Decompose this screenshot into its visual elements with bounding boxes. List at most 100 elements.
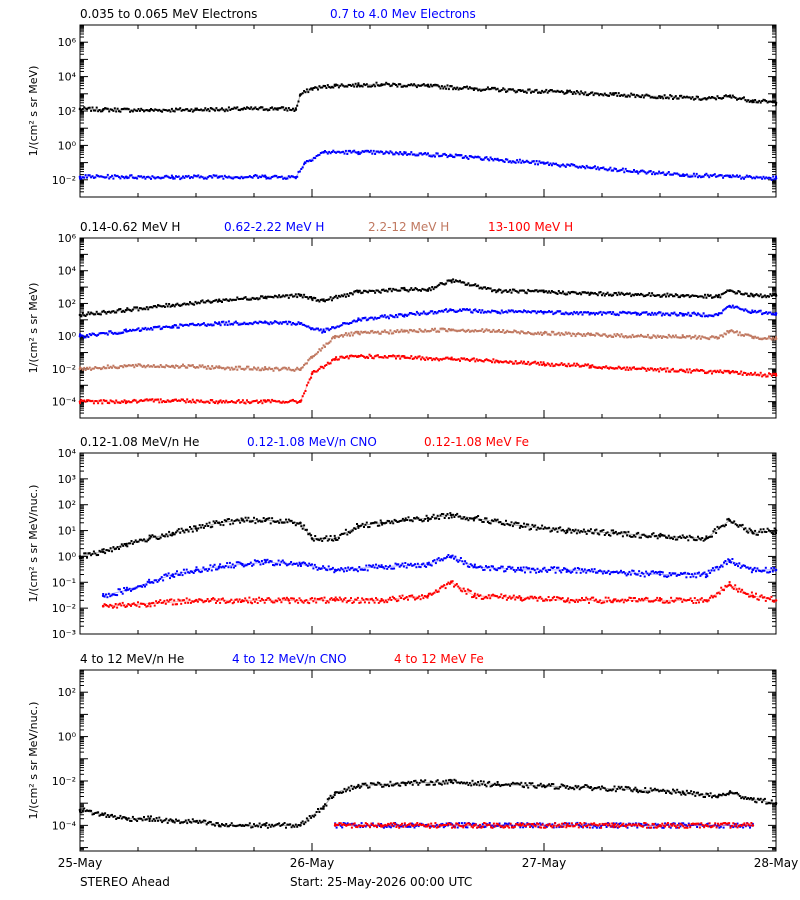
data-point — [697, 336, 699, 339]
data-point — [507, 330, 510, 333]
data-point — [567, 527, 570, 530]
data-point — [282, 366, 285, 369]
data-point — [403, 519, 407, 522]
data-point — [134, 176, 137, 179]
data-point — [691, 294, 694, 297]
data-point — [111, 400, 113, 403]
data-point — [699, 538, 702, 541]
data-point — [747, 531, 750, 534]
data-point — [380, 564, 383, 567]
data-point — [557, 90, 560, 93]
data-point — [145, 328, 148, 331]
data-point — [485, 328, 488, 331]
data-point — [764, 566, 767, 569]
data-point — [91, 312, 94, 315]
data-point — [318, 598, 320, 601]
data-point — [495, 519, 498, 522]
data-point — [219, 366, 222, 369]
data-point — [125, 330, 128, 333]
data-point — [322, 330, 325, 333]
data-point — [103, 603, 106, 606]
data-point — [329, 568, 332, 571]
data-point — [745, 309, 748, 312]
data-point — [400, 85, 403, 88]
data-point — [326, 342, 329, 345]
data-point — [653, 535, 656, 538]
data-point — [553, 291, 556, 294]
data-point — [601, 367, 603, 370]
data-point — [584, 530, 587, 533]
data-point — [652, 334, 655, 337]
data-point — [649, 294, 652, 297]
data-point — [90, 554, 93, 557]
data-point — [599, 310, 602, 313]
data-point — [415, 310, 418, 313]
data-point — [134, 109, 137, 112]
data-point — [262, 517, 265, 519]
data-point — [118, 548, 120, 550]
data-point — [616, 94, 619, 97]
data-point — [162, 535, 165, 537]
data-point — [577, 313, 580, 316]
data-point — [290, 399, 293, 402]
data-point — [357, 82, 360, 85]
data-point — [211, 324, 214, 327]
data-point — [180, 527, 183, 530]
data-point — [553, 312, 556, 315]
data-point — [123, 587, 126, 589]
data-point — [294, 400, 297, 403]
data-point — [198, 524, 201, 527]
data-point — [243, 176, 246, 179]
data-point — [148, 306, 151, 309]
data-point — [195, 324, 198, 327]
data-point — [596, 571, 599, 574]
data-point — [418, 152, 421, 155]
data-point — [564, 567, 567, 570]
data-point — [173, 305, 176, 308]
data-point — [233, 520, 236, 522]
data-point — [466, 308, 468, 311]
data-point — [308, 357, 311, 360]
data-point — [635, 94, 638, 97]
data-point — [556, 332, 559, 335]
data-point — [505, 158, 507, 161]
data-point — [667, 314, 670, 317]
data-point — [317, 154, 319, 157]
data-point — [657, 571, 660, 574]
data-point — [557, 566, 560, 569]
data-point — [756, 310, 759, 313]
data-point — [656, 334, 659, 337]
data-point — [539, 361, 542, 364]
data-point — [261, 174, 264, 177]
data-point — [289, 294, 292, 297]
data-point — [584, 363, 587, 366]
data-point — [709, 572, 712, 574]
data-point — [250, 520, 253, 523]
data-point — [408, 153, 411, 156]
data-point — [347, 323, 350, 325]
data-point — [209, 175, 212, 178]
data-point — [400, 328, 403, 331]
data-point — [513, 362, 516, 365]
data-point — [86, 399, 88, 402]
data-point — [685, 335, 688, 338]
data-point — [109, 603, 112, 606]
data-point — [557, 527, 560, 530]
data-point — [336, 569, 339, 572]
data-point — [269, 321, 272, 324]
data-point — [684, 371, 687, 374]
data-point — [329, 340, 332, 343]
y-axis-label: 1/(cm² s sr MeV) — [27, 66, 40, 157]
data-point — [360, 319, 363, 322]
data-point — [383, 522, 386, 525]
data-point — [425, 514, 428, 517]
data-point — [296, 323, 299, 326]
data-point — [612, 294, 615, 297]
data-point — [101, 110, 104, 113]
data-point — [506, 361, 509, 364]
data-point — [106, 402, 109, 404]
data-point — [266, 597, 269, 600]
data-point — [111, 331, 113, 334]
data-point — [105, 399, 108, 402]
data-point — [427, 83, 429, 86]
